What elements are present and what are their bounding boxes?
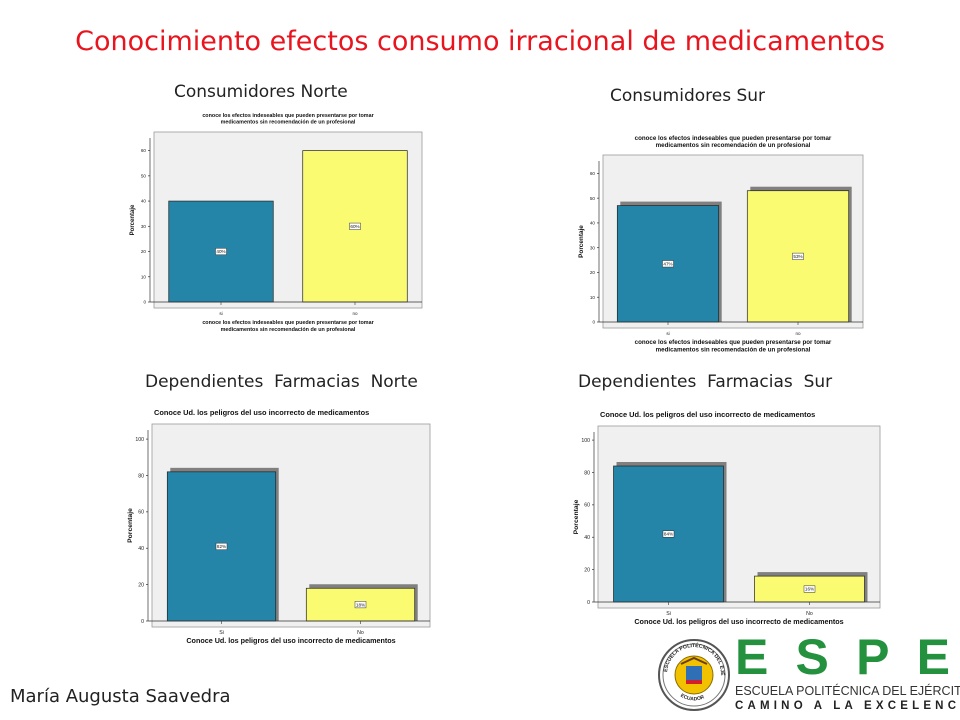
espe-letter-s: S xyxy=(795,629,829,685)
x-category-label: Si xyxy=(219,630,224,636)
seal-country: ECUADOR xyxy=(679,693,705,703)
x-category-label: si xyxy=(666,331,669,336)
y-tick-label: 60 xyxy=(590,171,596,176)
author-name: María Augusta Saavedra xyxy=(10,686,231,707)
espe-school-name: ESCUELA POLITÉCNICA DEL EJÉRCITO xyxy=(735,684,960,698)
data-label-box xyxy=(215,542,228,550)
chart-title-line: Conoce Ud. los peligros del uso incorrec… xyxy=(154,408,369,417)
chart-consumidores-norte: conoce los efectos indeseables que puede… xyxy=(130,113,423,333)
espe-seal-icon: ESCUELA POLITÉCNICA DEL EJÉRCITO ECUADOR xyxy=(657,636,730,711)
y-tick-label: 40 xyxy=(138,546,144,552)
x-category-label: No xyxy=(806,611,813,617)
y-axis-label: Porcentaje xyxy=(573,499,580,534)
espe-wordmark: E S P E xyxy=(735,629,950,685)
y-tick-label: 50 xyxy=(141,173,147,178)
label-consumidores-norte: Consumidores Norte xyxy=(174,82,348,102)
label-dependientes-sur: Dependientes Farmacias Sur xyxy=(578,372,833,392)
y-tick-label: 10 xyxy=(141,274,147,279)
y-tick-label: 30 xyxy=(141,224,147,229)
y-axis-label: Porcentaje xyxy=(130,204,136,235)
y-tick-label: 0 xyxy=(592,320,595,325)
slide-title: Conocimiento efectos consumo irracional … xyxy=(75,26,885,57)
chart-title-line: medicamentos sin recomendación de un pro… xyxy=(221,119,356,125)
data-label-box xyxy=(662,530,675,538)
espe-letter-e2: E xyxy=(916,629,950,685)
y-tick-label: 20 xyxy=(141,249,147,254)
chart-title-line: conoce los efectos indeseables que puede… xyxy=(635,135,832,142)
x-category-label: si xyxy=(219,311,222,316)
espe-letter-e1: E xyxy=(735,629,769,685)
chart-dependientes-norte: Conoce Ud. los peligros del uso incorrec… xyxy=(127,408,431,645)
chart-dependientes-sur: Conoce Ud. los peligros del uso incorrec… xyxy=(573,410,881,626)
x-category-label: No xyxy=(357,630,364,636)
data-label-box xyxy=(792,252,804,260)
x-axis-label-line: medicamentos sin recomendación de un pro… xyxy=(656,347,811,354)
data-label: 84% xyxy=(664,532,673,537)
y-tick-label: 80 xyxy=(138,473,144,479)
y-tick-label: 40 xyxy=(590,221,596,226)
chart-consumidores-sur: conoce los efectos indeseables que puede… xyxy=(578,135,864,354)
chart-title-line: Conoce Ud. los peligros del uso incorrec… xyxy=(600,410,815,419)
data-label: 18% xyxy=(356,602,365,607)
espe-letter-p: P xyxy=(856,629,890,685)
y-tick-label: 60 xyxy=(138,510,144,516)
label-consumidores-sur: Consumidores Sur xyxy=(610,86,766,106)
y-tick-label: 100 xyxy=(581,438,590,444)
data-label-box xyxy=(349,222,361,230)
y-tick-label: 20 xyxy=(584,567,590,573)
data-label-box xyxy=(215,248,227,256)
x-axis-label-line: medicamentos sin recomendación de un pro… xyxy=(221,327,356,333)
espe-logo: ESCUELA POLITÉCNICA DEL EJÉRCITO ECUADOR… xyxy=(655,629,960,718)
x-category-label: no xyxy=(352,311,358,316)
chart-title-line: conoce los efectos indeseables que puede… xyxy=(202,113,374,119)
x-axis-label-line: conoce los efectos indeseables que puede… xyxy=(202,320,374,326)
y-axis-label: Porcentaje xyxy=(578,225,585,258)
data-label-box xyxy=(803,585,816,593)
y-tick-label: 100 xyxy=(135,437,144,443)
y-axis-label: Porcentaje xyxy=(127,508,134,543)
data-label: 53% xyxy=(793,254,802,259)
y-tick-label: 0 xyxy=(141,619,144,625)
data-label-box xyxy=(354,601,367,609)
y-tick-label: 40 xyxy=(141,199,147,204)
y-tick-label: 0 xyxy=(143,300,146,305)
x-category-label: no xyxy=(795,331,801,336)
espe-motto: CAMINO A LA EXCELENCIA xyxy=(735,700,960,712)
data-label: 40% xyxy=(216,249,225,254)
chart-title-line: medicamentos sin recomendación de un pro… xyxy=(656,142,811,149)
x-axis-label-line: Conoce Ud. los peligros del uso incorrec… xyxy=(634,617,843,626)
label-dependientes-norte: Dependientes Farmacias Norte xyxy=(145,372,418,392)
y-tick-label: 60 xyxy=(141,148,147,153)
data-label: 60% xyxy=(350,224,359,229)
x-axis-label-line: conoce los efectos indeseables que puede… xyxy=(635,339,832,346)
y-tick-label: 60 xyxy=(584,503,590,509)
y-tick-label: 40 xyxy=(584,535,590,541)
data-label-box xyxy=(662,260,674,268)
y-tick-label: 80 xyxy=(584,470,590,476)
x-axis-label-line: Conoce Ud. los peligros del uso incorrec… xyxy=(186,636,395,645)
y-tick-label: 50 xyxy=(590,196,596,201)
y-tick-label: 20 xyxy=(590,270,596,275)
data-label: 47% xyxy=(663,261,672,266)
y-tick-label: 30 xyxy=(590,245,596,250)
x-category-label: Si xyxy=(666,611,671,617)
data-label: 16% xyxy=(805,587,814,592)
data-label: 82% xyxy=(217,544,226,549)
y-tick-label: 20 xyxy=(138,582,144,588)
y-tick-label: 10 xyxy=(590,295,596,300)
y-tick-label: 0 xyxy=(587,600,590,606)
svg-text:ECUADOR: ECUADOR xyxy=(679,693,705,703)
